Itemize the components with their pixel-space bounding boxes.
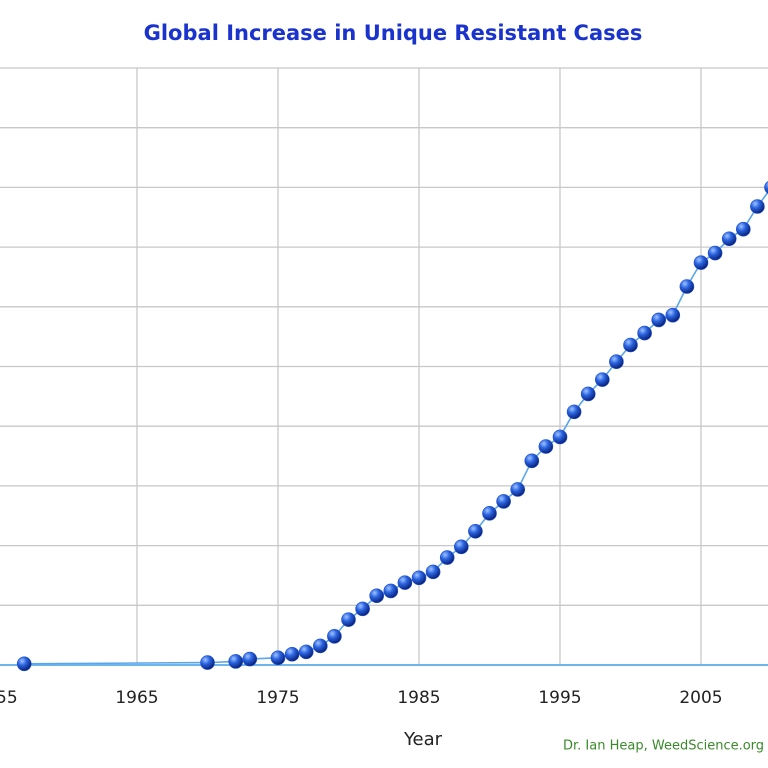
- data-point: [764, 180, 768, 194]
- data-point: [369, 588, 385, 604]
- data-point: [453, 539, 469, 555]
- data-point: [298, 644, 314, 660]
- x-tick-label: 1975: [256, 688, 299, 708]
- x-tick-label: 1955: [0, 688, 18, 708]
- data-point: [552, 429, 568, 445]
- series-line: [24, 190, 768, 665]
- data-point: [482, 506, 497, 521]
- data-point: [651, 312, 667, 328]
- data-point: [721, 231, 737, 247]
- data-point: [312, 638, 328, 654]
- data-point: [637, 325, 652, 341]
- data-point: [397, 575, 413, 590]
- data-point: [679, 279, 695, 294]
- data-point: [594, 372, 610, 387]
- data-point: [609, 354, 624, 370]
- data-point: [524, 453, 540, 469]
- data-point: [228, 654, 243, 669]
- data-point: [750, 199, 765, 214]
- data-point: [693, 255, 709, 270]
- data-point: [439, 550, 455, 565]
- data-point: [510, 482, 526, 497]
- data-point: [496, 494, 511, 509]
- x-axis-label: Year: [403, 729, 443, 750]
- data-point: [200, 655, 215, 670]
- data-point: [383, 583, 399, 599]
- data-point: [538, 439, 554, 454]
- data-point: [665, 307, 681, 323]
- data-point: [411, 570, 427, 586]
- data-point: [270, 650, 286, 666]
- x-tick-label: 1995: [538, 688, 581, 708]
- data-point: [468, 523, 483, 539]
- data-point: [735, 221, 751, 237]
- x-tick-label: 1985: [397, 688, 440, 708]
- data-point: [16, 656, 32, 672]
- data-point: [425, 564, 441, 580]
- data-point: [623, 337, 638, 353]
- source: Dr. Ian Heap, WeedScience.org: [563, 739, 764, 754]
- data-point: [284, 646, 300, 662]
- data-point: [566, 404, 582, 420]
- data-point: [580, 386, 596, 402]
- data-point: [355, 601, 370, 617]
- data-point: [341, 612, 356, 627]
- data-point: [242, 651, 258, 667]
- x-tick-label: 2005: [679, 688, 722, 708]
- chart-title: Global Increase in Unique Resistant Case…: [144, 21, 643, 45]
- x-tick-label: 1965: [115, 688, 158, 708]
- data-point: [327, 629, 342, 644]
- data-point: [707, 245, 723, 261]
